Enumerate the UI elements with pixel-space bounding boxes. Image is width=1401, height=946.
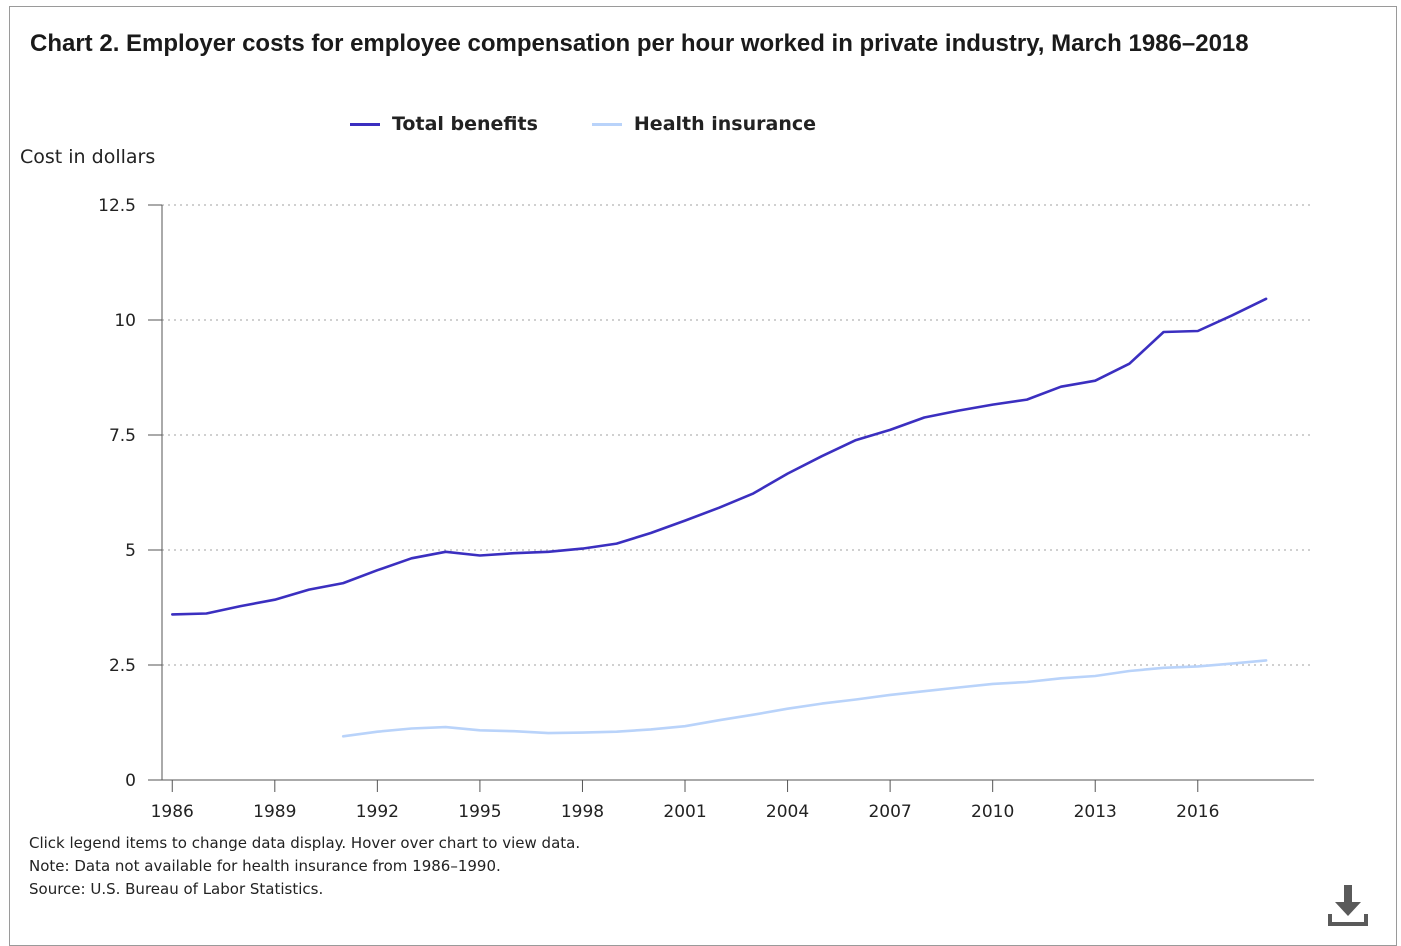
x-tick-label: 1992 (356, 802, 399, 822)
axes: 0 2.5 5 7.5 10 12.5 1986 1989 1992 1995 1998 2001 20… (98, 196, 1314, 822)
x-tick-label: 2004 (766, 802, 809, 822)
chart-notes: Click legend items to change data displa… (29, 832, 580, 901)
note-source: Source: U.S. Bureau of Labor Statistics. (29, 878, 580, 901)
y-tick-label: 7.5 (109, 426, 136, 446)
y-tick-label: 2.5 (109, 656, 136, 676)
download-icon[interactable] (1326, 883, 1370, 927)
x-tick-label: 2007 (868, 802, 911, 822)
x-tick-label: 2010 (971, 802, 1014, 822)
x-tick-label: 1998 (561, 802, 604, 822)
y-tick-label: 12.5 (98, 196, 136, 216)
series-line-total-benefits (172, 299, 1266, 615)
x-tick-label: 1995 (458, 802, 501, 822)
x-tick-label: 1986 (151, 802, 194, 822)
x-tick-label: 2001 (663, 802, 706, 822)
note-instructions: Click legend items to change data displa… (29, 832, 580, 855)
note-data-availability: Note: Data not available for health insu… (29, 855, 580, 878)
series-lines (172, 299, 1266, 737)
series-line-health-insurance (343, 660, 1266, 736)
grid-lines (162, 205, 1314, 665)
x-tick-label: 1989 (253, 802, 296, 822)
y-tick-label: 0 (125, 771, 136, 791)
y-tick-label: 5 (125, 541, 136, 561)
x-tick-label: 2016 (1176, 802, 1219, 822)
x-tick-label: 2013 (1074, 802, 1117, 822)
y-tick-label: 10 (114, 311, 136, 331)
